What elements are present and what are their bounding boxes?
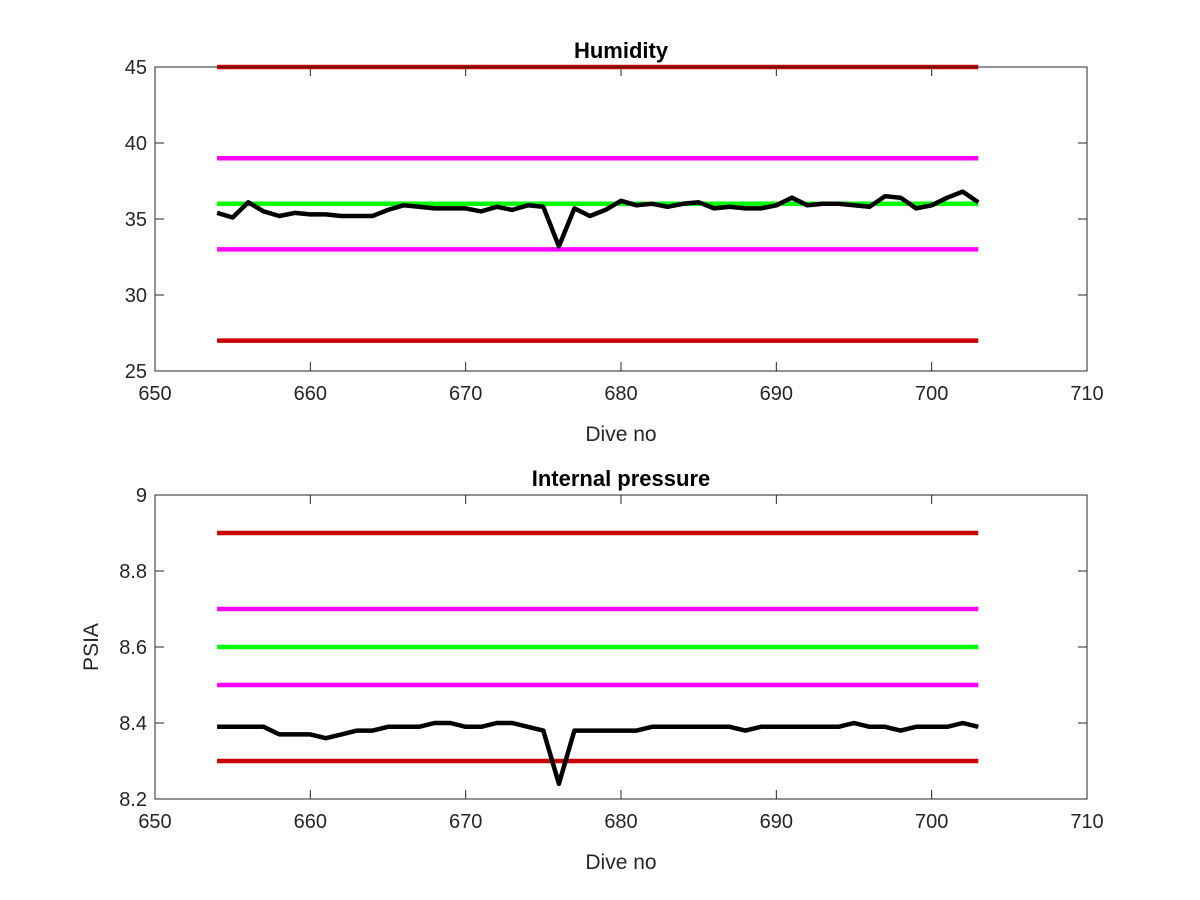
x-tick-label: 680 [604,383,637,405]
y-tick-label: 8.8 [119,561,147,583]
chart-panel-2: 650 660 670 680 690 700 710 8.2 8.4 8.6 8.8 9 Intern… [80,466,1104,874]
y-tick-label: 35 [125,209,147,231]
x-tick-label: 710 [1070,811,1103,833]
x-tick-label: 700 [915,383,948,405]
x-tick-label: 680 [604,811,637,833]
x-tick-label: 690 [760,811,793,833]
axes-box [154,66,1088,372]
y-tick-label: 8.6 [119,637,147,659]
y-tick-label: 40 [125,133,147,155]
x-tick-label: 650 [138,811,171,833]
x-tick-label: 660 [294,383,327,405]
x-tick-label: 670 [449,811,482,833]
series-line-6 [216,189,980,249]
x-tick-label: 700 [915,811,948,833]
chart-panel-1: 650 660 670 680 690 700 710 25 30 35 40 45 Humidity D… [125,38,1104,446]
y-tick-label: 9 [136,485,147,507]
y-tick-label: 25 [125,361,147,383]
series-line-6 [217,720,979,787]
y-axis-label: PSIA [80,623,103,671]
x-tick-label: 710 [1070,383,1103,405]
y-tick-label: 45 [125,57,147,79]
y-tick-label: 8.2 [119,789,147,811]
x-tick-label: 670 [449,383,482,405]
x-axis-label: Dive no [585,423,656,446]
x-tick-label: 660 [294,811,327,833]
x-tick-label: 690 [760,383,793,405]
y-tick-label: 8.4 [119,713,147,735]
x-axis-label: Dive no [585,851,656,874]
y-tick-label: 30 [125,285,147,307]
chart-title: Humidity [574,38,669,63]
x-tick-label: 650 [138,383,171,405]
chart-title: Internal pressure [532,466,711,491]
